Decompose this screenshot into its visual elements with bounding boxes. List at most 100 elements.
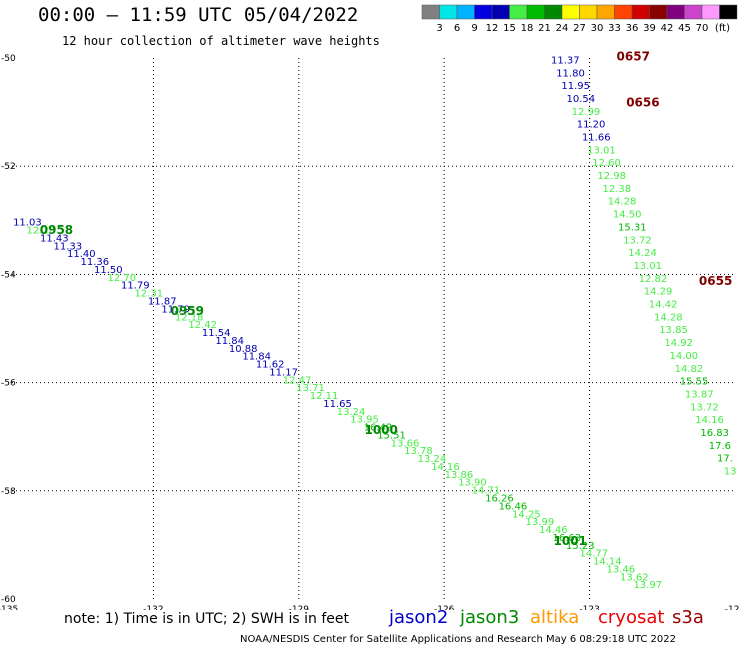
wave-height-label: 10.54 — [566, 94, 595, 105]
wave-height-label: 13.97 — [633, 580, 662, 591]
wave-height-label: 12.18 — [175, 312, 204, 323]
wave-height-label: 14.25 — [512, 509, 541, 520]
wave-height-label: 12.11 — [310, 391, 339, 402]
wave-height-label: 11.80 — [556, 68, 585, 79]
wave-height-label: 13.95 — [350, 415, 379, 426]
wave-height-label: 12.20 — [27, 226, 56, 237]
satellite-name: cryosat — [598, 607, 665, 628]
pass-time-label: 0657 — [617, 50, 650, 64]
lon-tick-label: -120 — [725, 605, 740, 610]
wave-height-label: 17.6 — [709, 441, 731, 452]
legend-label: 3 — [436, 23, 442, 34]
wave-height-label: 13 — [724, 467, 737, 478]
wave-height-label: 10.88 — [229, 344, 258, 355]
wave-height-label: 11.20 — [577, 120, 606, 131]
legend-unit: (ft) — [715, 23, 730, 34]
wave-height-label: 13.90 — [458, 478, 487, 489]
wave-height-label: 11.62 — [256, 360, 285, 371]
satellite-name: jason2 — [389, 607, 449, 628]
wave-height-label: 13.78 — [404, 446, 433, 457]
wave-height-label: 11.66 — [582, 133, 611, 144]
wave-height-label: 13.01 — [587, 145, 616, 156]
wave-height-label: 17. — [717, 454, 733, 465]
wave-height-label: 11.40 — [67, 249, 96, 260]
wave-height-label: 16.26 — [485, 494, 514, 505]
wave-height-label: 12.82 — [639, 274, 668, 285]
wave-height-label: 12.47 — [283, 375, 312, 386]
footer-note: note: 1) Time is in UTC; 2) SWH is in fe… — [64, 611, 350, 627]
lon-tick-label: -123 — [579, 605, 599, 610]
lat-tick-label: -52 — [1, 162, 16, 172]
wave-height-label: 14.50 — [613, 210, 642, 221]
page-subtitle: 12 hour collection of altimeter wave hei… — [62, 34, 380, 48]
lon-tick-label: -132 — [143, 605, 163, 610]
legend-label: 70 — [696, 23, 709, 34]
satellite-name: jason3 — [460, 607, 520, 628]
wave-height-label: 16.42 — [364, 423, 393, 434]
lon-tick-label: -126 — [434, 605, 455, 610]
legend-label: 39 — [643, 23, 656, 34]
wave-height-label: 13.86 — [445, 470, 474, 481]
wave-height-label: 12.42 — [188, 320, 217, 331]
wave-height-label: 14.82 — [675, 364, 704, 375]
legend-label: 45 — [678, 23, 691, 34]
wave-height-label: 14.42 — [649, 300, 678, 311]
wave-height-label: 16.63 — [553, 533, 582, 544]
wave-height-label: 14.92 — [664, 338, 693, 349]
legend-label: 24 — [556, 23, 569, 34]
wave-height-label: 13.87 — [685, 389, 714, 400]
wave-height-label: 12.31 — [134, 289, 163, 300]
wave-height-label: 15.51 — [377, 430, 406, 441]
wave-height-label: 11.84 — [242, 352, 271, 363]
wave-height-label: 14.16 — [431, 462, 460, 473]
legend-label: 21 — [538, 23, 551, 34]
wave-height-label: 14.77 — [579, 549, 608, 560]
color-legend: 3 6 9 12 15 18 21 24 27 30 33 36 39 42 45 70 (ft) — [421, 4, 738, 34]
wave-height-label: 14.00 — [669, 351, 698, 362]
wave-height-label: 11.33 — [54, 241, 83, 252]
wave-height-label: 13.46 — [606, 564, 635, 575]
wave-height-label: 12.98 — [597, 171, 626, 182]
wave-height-label: 14.46 — [539, 525, 568, 536]
wave-height-label: 13.72 — [623, 235, 652, 246]
legend-label: 27 — [573, 23, 586, 34]
wave-height-label: 13.66 — [391, 438, 420, 449]
wave-height-label: 11.36 — [80, 257, 109, 268]
wave-height-label: 12.99 — [572, 107, 601, 118]
wave-height-label: 13.01 — [633, 261, 662, 272]
pass-time-label: 0655 — [699, 274, 732, 288]
wave-height-label: 13.62 — [620, 572, 649, 583]
pass-time-label: 0958 — [40, 223, 73, 237]
wave-height-label: 16.83 — [700, 428, 729, 439]
wave-height-label: 14.29 — [644, 287, 673, 298]
legend-label: 6 — [454, 23, 460, 34]
wave-height-label: 11.54 — [202, 328, 231, 339]
page-title: 00:00 – 11:59 UTC 05/04/2022 — [38, 4, 359, 26]
wave-height-label: 11.87 — [148, 297, 177, 308]
pass-time-label: 0959 — [171, 304, 204, 318]
wave-height-label: 13.24 — [337, 407, 366, 418]
wave-height-label: 13.72 — [690, 402, 719, 413]
wave-height-label: 11.50 — [94, 265, 123, 276]
pass-time-label: 1001 — [554, 534, 587, 548]
wave-height-label: 11.95 — [561, 81, 590, 92]
wave-height-label: 14.24 — [628, 248, 657, 259]
satellite-name: altika — [530, 607, 580, 628]
wave-height-label: 13.99 — [526, 517, 555, 528]
legend-label: 15 — [503, 23, 516, 34]
wave-height-label: 11.37 — [551, 55, 580, 66]
satellite-name: s3a — [672, 607, 704, 628]
wave-height-label: 11.43 — [40, 233, 69, 244]
wave-height-label: 13.24 — [418, 454, 447, 465]
lon-tick-label: -129 — [289, 605, 310, 610]
wave-height-label: 12.70 — [107, 273, 136, 284]
wave-height-label: 13.71 — [296, 383, 325, 394]
wave-height-label: 12.38 — [603, 184, 632, 195]
wave-height-label: 14.28 — [608, 197, 637, 208]
pass-time-label: 1000 — [364, 423, 397, 437]
lat-tick-label: -50 — [1, 54, 16, 64]
wave-height-label: 15.23 — [566, 541, 595, 552]
wave-height-label: 14.14 — [593, 557, 622, 568]
legend-label: 42 — [661, 23, 674, 34]
